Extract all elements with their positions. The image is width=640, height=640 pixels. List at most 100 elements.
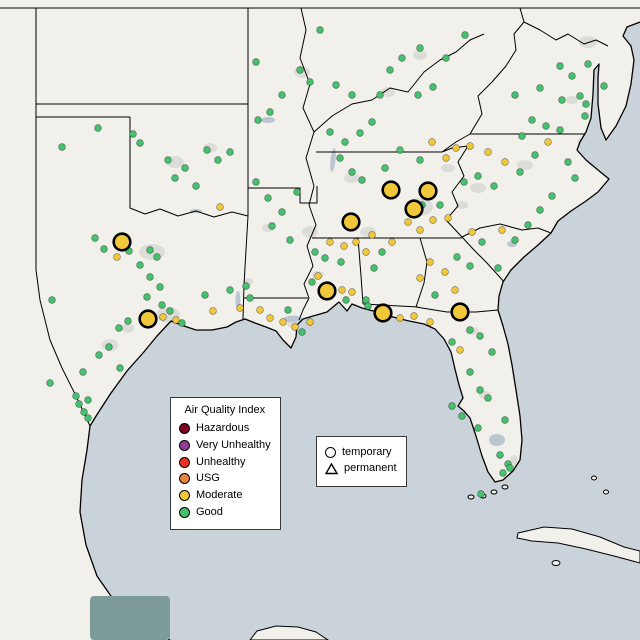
station-dot-moderate <box>444 214 452 222</box>
station-dot-moderate <box>456 346 464 354</box>
station-dot-good <box>115 324 123 332</box>
station-dot-moderate <box>352 238 360 246</box>
station-dot-good <box>442 54 450 62</box>
station-dot-good <box>293 188 301 196</box>
station-dot-good <box>556 126 564 134</box>
station-dot-good <box>414 91 422 99</box>
station-dot-moderate <box>159 313 167 321</box>
station-dot-moderate <box>209 307 217 315</box>
aqi-legend: Air Quality Index Hazardous Very Unhealth… <box>170 397 281 531</box>
station-type-label: permanent <box>344 462 397 475</box>
station-dot-moderate <box>256 306 264 314</box>
station-dot-good <box>376 91 384 99</box>
station-dot-good <box>268 222 276 230</box>
lake <box>489 434 505 446</box>
station-dot-good <box>576 92 584 100</box>
station-dot-good <box>531 151 539 159</box>
station-dot-moderate <box>396 314 404 322</box>
station-type-legend: temporary permanent <box>316 436 407 487</box>
station-dot-good <box>252 178 260 186</box>
station-dot-good <box>488 348 496 356</box>
temporary-station-moderate-circle <box>404 199 424 219</box>
temporary-station-moderate-circle <box>112 232 132 252</box>
station-dot-moderate <box>113 253 121 261</box>
station-dot-good <box>79 368 87 376</box>
station-dot-moderate <box>279 318 287 326</box>
station-dot-good <box>100 245 108 253</box>
aqi-legend-label: Moderate <box>196 488 243 501</box>
islands-layer <box>249 475 640 640</box>
station-dot-good <box>466 262 474 270</box>
station-dot-good <box>416 44 424 52</box>
station-dot-good <box>316 26 324 34</box>
station-dot-good <box>548 192 556 200</box>
station-dot-good <box>558 96 566 104</box>
temporary-station-moderate-circle <box>138 309 158 329</box>
station-dot-moderate <box>426 318 434 326</box>
station-dot-moderate <box>544 138 552 146</box>
lake <box>330 148 336 172</box>
station-dot-good <box>496 451 504 459</box>
station-dot-good <box>214 156 222 164</box>
mexico-region-patch <box>90 596 170 640</box>
station-dot-good <box>478 238 486 246</box>
station-dot-good <box>501 416 509 424</box>
station-type-legend-items: temporary permanent <box>325 446 397 476</box>
station-dot-good <box>284 306 292 314</box>
station-dot-good <box>226 286 234 294</box>
station-dot-good <box>466 368 474 376</box>
station-dot-good <box>146 246 154 254</box>
station-dot-moderate <box>468 228 476 236</box>
station-dot-good <box>364 302 372 310</box>
temporary-station-moderate-circle <box>450 302 470 322</box>
aqi-legend-label: Unhealthy <box>196 455 246 468</box>
usg-swatch-icon <box>179 473 190 485</box>
station-dot-moderate <box>326 238 334 246</box>
station-dot-good <box>524 221 532 229</box>
station-dot-good <box>158 301 166 309</box>
station-dot-good <box>356 129 364 137</box>
station-dot-good <box>600 82 608 90</box>
station-dot-good <box>226 148 234 156</box>
station-dot-good <box>246 294 254 302</box>
station-dot-good <box>453 253 461 261</box>
station-dot-good <box>203 146 211 154</box>
station-dot-moderate <box>429 216 437 224</box>
station-dot-good <box>46 379 54 387</box>
station-dot-moderate <box>338 286 346 294</box>
station-dot-moderate <box>441 268 449 276</box>
station-dot-good <box>429 83 437 91</box>
station-dot-moderate <box>451 286 459 294</box>
station-dot-good <box>171 174 179 182</box>
station-dot-good <box>264 194 272 202</box>
station-dot-good <box>105 343 113 351</box>
isle-of-youth-island <box>551 560 561 566</box>
station-dot-moderate <box>416 226 424 234</box>
station-dot-good <box>506 464 514 472</box>
station-dot-good <box>308 278 316 286</box>
station-dot-good <box>336 154 344 162</box>
very-unhealthy-swatch-icon <box>179 439 190 451</box>
station-type-item-temporary: temporary <box>325 446 397 459</box>
station-dot-good <box>448 338 456 346</box>
station-dot-good <box>129 130 137 138</box>
temporary-station-moderate-circle <box>381 180 401 200</box>
station-dot-moderate <box>266 314 274 322</box>
station-dot-moderate <box>388 238 396 246</box>
station-dot-good <box>166 307 174 315</box>
station-type-label: temporary <box>342 445 392 458</box>
station-dot-good <box>396 146 404 154</box>
aqi-legend-item-very-unhealthy: Very Unhealthy <box>179 439 271 452</box>
temporary-station-moderate-circle <box>341 212 361 232</box>
station-dot-moderate <box>410 312 418 320</box>
station-dot-good <box>368 118 376 126</box>
station-dot-good <box>458 412 466 420</box>
station-dot-moderate <box>340 242 348 250</box>
station-dot-good <box>582 100 590 108</box>
urban-area <box>302 226 318 238</box>
station-dot-good <box>358 176 366 184</box>
station-dot-good <box>536 206 544 214</box>
urban-area <box>517 160 533 170</box>
aqi-legend-item-moderate: Moderate <box>179 489 271 502</box>
